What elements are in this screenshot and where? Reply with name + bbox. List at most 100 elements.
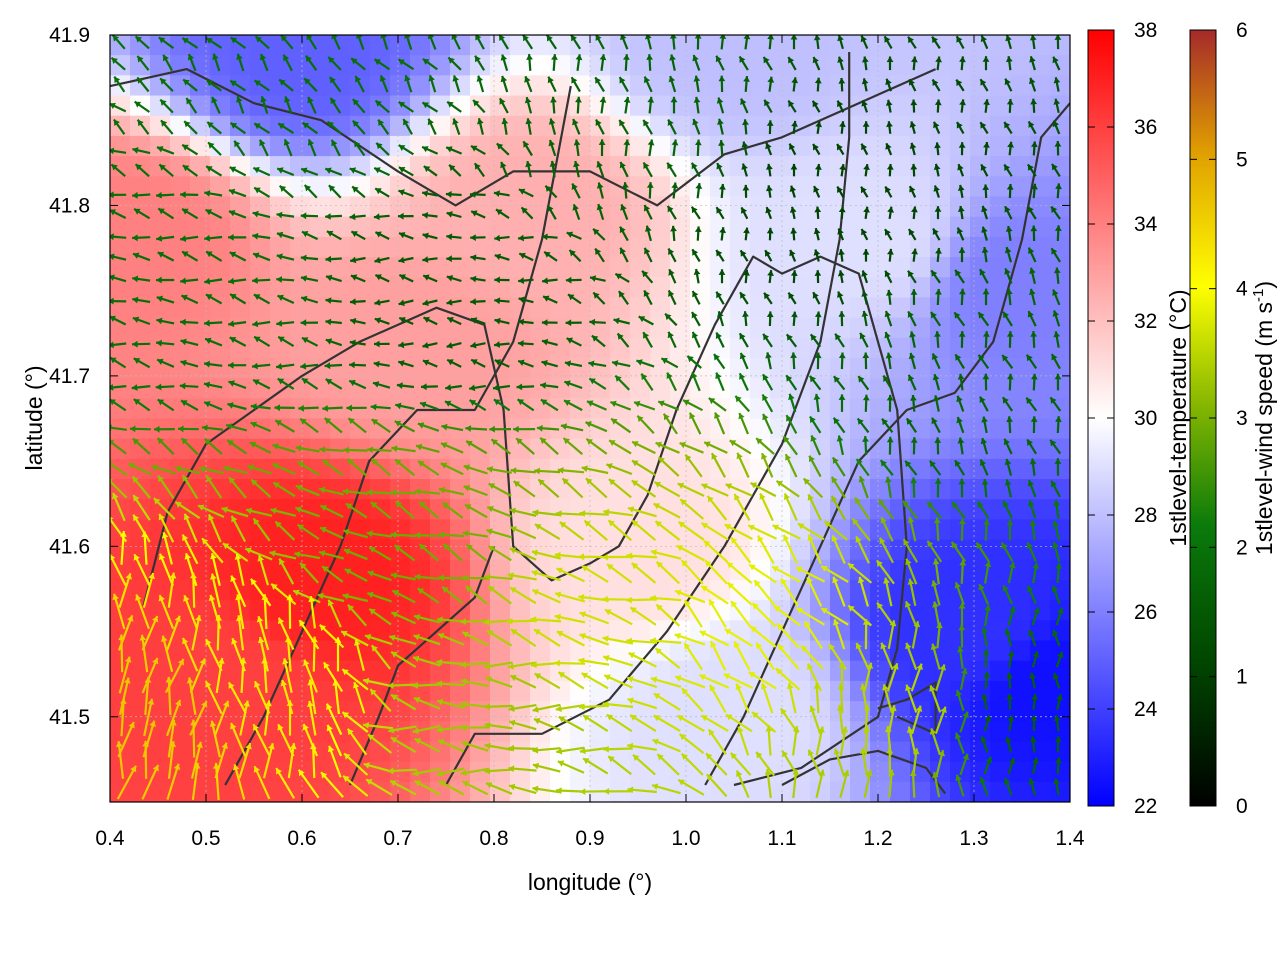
heatmap-cell — [1010, 95, 1031, 117]
wind-vector — [341, 668, 369, 691]
x-tick-label: 0.4 — [95, 827, 125, 850]
heatmap-cell — [930, 135, 951, 157]
heatmap-cell — [950, 236, 971, 258]
wind-vector — [165, 699, 182, 737]
wind-vector — [157, 398, 175, 412]
heatmap-cell — [370, 277, 391, 298]
wind-vector — [323, 417, 343, 434]
heatmap-cell — [290, 600, 311, 621]
heatmap-cell — [930, 539, 951, 561]
heatmap-cell — [590, 337, 611, 359]
wind-vector — [296, 460, 320, 476]
wind-vector — [362, 722, 394, 730]
wind-vector — [142, 572, 155, 608]
wind-vector — [230, 722, 247, 757]
heatmap-cell — [450, 236, 471, 258]
wind-vector — [182, 164, 199, 177]
heatmap-cell — [310, 236, 331, 258]
heatmap-cell — [410, 559, 431, 581]
heatmap-cell — [890, 257, 911, 278]
wind-vector — [364, 633, 393, 646]
wind-vector — [180, 338, 199, 346]
wind-vector — [377, 118, 390, 135]
heatmap-cell — [830, 398, 851, 420]
heatmap-cell — [990, 701, 1011, 722]
wind-vector — [300, 319, 319, 327]
heatmap-cell — [410, 539, 431, 561]
wind-vector — [300, 295, 319, 304]
x-tick-label: 1.1 — [767, 827, 796, 850]
heatmap-cell — [410, 458, 431, 480]
heatmap-cell — [930, 75, 951, 97]
wind-vector — [347, 417, 367, 434]
heatmap-cell — [690, 680, 711, 702]
wind-vector — [252, 252, 271, 262]
heatmap-cell — [470, 539, 491, 561]
heatmap-cell — [290, 277, 311, 298]
heatmap-cell — [390, 620, 411, 642]
wind-vector — [117, 721, 135, 758]
wind-vector — [250, 478, 272, 498]
heatmap-cell — [950, 620, 971, 642]
heatmap-cell — [830, 196, 851, 218]
heatmap-cell — [310, 75, 331, 97]
wind-vector — [340, 630, 369, 647]
heatmap-cell — [930, 559, 951, 581]
heatmap-cell — [550, 398, 571, 420]
heatmap-cell — [950, 519, 971, 541]
heatmap-cell — [1030, 600, 1051, 621]
wind-vector — [308, 595, 316, 629]
heatmap-cell — [490, 398, 511, 420]
heatmap-cell — [710, 196, 731, 218]
wind-vector — [252, 277, 271, 284]
heatmap-cell — [230, 115, 251, 137]
wind-vector — [346, 404, 367, 412]
heatmap-cell — [710, 640, 731, 662]
wind-vector — [183, 513, 198, 543]
heatmap-cell — [230, 55, 251, 76]
wind-vector — [133, 207, 151, 220]
heatmap-cell — [890, 297, 911, 319]
heatmap-cell — [210, 135, 231, 157]
heatmap-cell — [470, 257, 491, 278]
heatmap-cell — [310, 539, 331, 561]
wind-vector — [155, 383, 175, 391]
heatmap-cell — [130, 438, 151, 460]
heatmap-cell — [210, 499, 231, 521]
wind-vector — [180, 318, 199, 326]
wind-vector — [156, 295, 175, 304]
wind-vector — [250, 578, 272, 607]
wind-vector — [379, 74, 389, 93]
heatmap-cell — [210, 236, 231, 258]
heatmap-cell — [850, 680, 871, 702]
heatmap-cell — [570, 135, 591, 157]
wind-vector — [180, 277, 199, 285]
heatmap-cell — [650, 216, 671, 238]
wind-vector — [181, 207, 199, 220]
wind-vector — [198, 465, 224, 474]
heatmap-cell — [690, 156, 711, 177]
wind-vector — [349, 213, 366, 221]
colorbar-tick-label: 38 — [1134, 19, 1157, 42]
wind-vector — [261, 657, 268, 693]
heatmap-cell — [970, 438, 991, 460]
heatmap-cell — [990, 640, 1011, 662]
heatmap-cell — [330, 297, 351, 319]
heatmap-cell — [930, 781, 951, 802]
heatmap-cell — [130, 781, 151, 802]
heatmap-cell — [190, 257, 211, 278]
heatmap-cell — [590, 519, 611, 541]
heatmap-cell — [650, 761, 671, 783]
heatmap-cell — [510, 600, 531, 621]
wind-vector — [299, 562, 320, 584]
heatmap-cell — [710, 257, 731, 278]
heatmap-cell — [110, 600, 131, 621]
wind-vector — [205, 165, 223, 177]
heatmap-cell — [590, 721, 611, 743]
wind-vector — [277, 294, 295, 305]
wind-vector — [367, 446, 392, 454]
wind-vector — [367, 733, 393, 754]
heatmap-cell — [310, 781, 331, 802]
heatmap-cell — [990, 761, 1011, 783]
heatmap-cell — [690, 35, 711, 56]
